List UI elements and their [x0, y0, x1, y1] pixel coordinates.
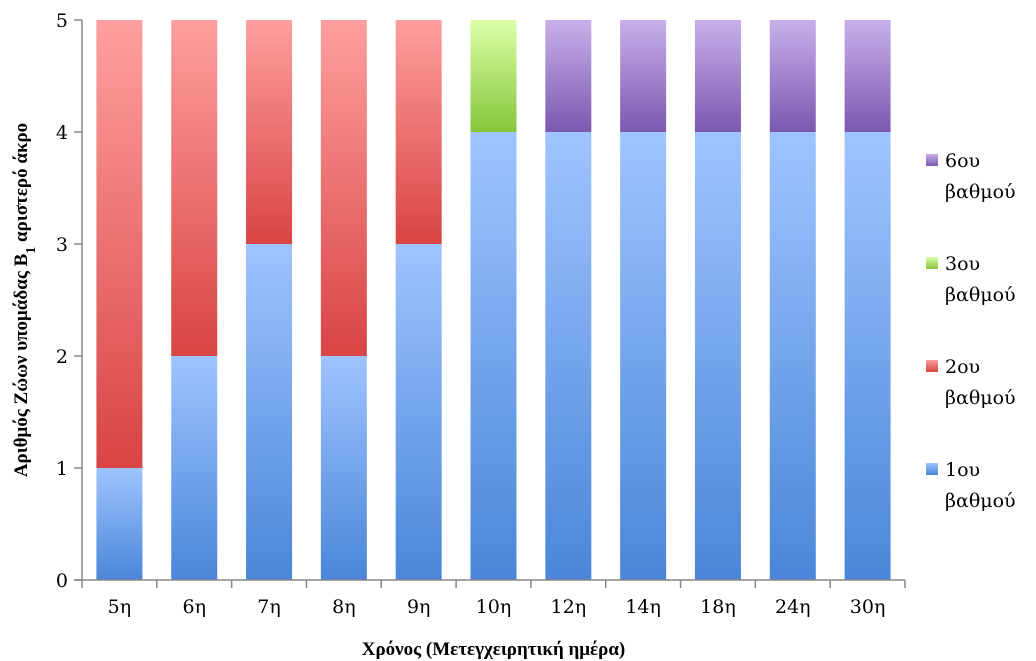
legend-label: βαθμού: [945, 490, 1016, 512]
legend-label: 3ου: [945, 253, 980, 275]
bar-segment: [246, 20, 293, 244]
bars-layer: [96, 20, 891, 580]
x-axis-title: Χρόνος (Μετεγχειρητική ημέρα): [362, 639, 626, 660]
y-axis-title-subscript: 1: [24, 247, 39, 254]
legend-swatch: [926, 154, 938, 166]
x-tick-label: 9η: [407, 596, 430, 618]
y-tick-label: 1: [56, 458, 68, 480]
legend-label: 6ου: [945, 150, 980, 172]
bar-segment: [694, 20, 741, 132]
bar-segment: [320, 20, 367, 356]
x-tick-label: 24η: [775, 596, 811, 618]
y-tick-label: 3: [56, 234, 68, 256]
legend-swatch: [926, 360, 938, 372]
x-tick-label: 7η: [257, 596, 280, 618]
y-tick-label: 5: [56, 10, 68, 32]
y-tick-label: 4: [56, 122, 68, 144]
x-tick-label: 5η: [108, 596, 131, 618]
y-axis-title: Αριθμός Ζώων υπομάδας Β1 αριστερό άκρο: [11, 123, 39, 477]
y-tick-label: 0: [56, 570, 68, 592]
bar-segment: [96, 20, 143, 468]
bar-segment: [694, 132, 741, 580]
legend-label: 2ου: [945, 356, 980, 378]
y-axis-title-tail: αριστερό άκρο: [11, 123, 32, 247]
legend-label: 1ου: [945, 459, 980, 481]
y-ticks-layer: 0 1 2 3 4 5: [56, 10, 82, 592]
x-tick-label: 14η: [625, 596, 661, 618]
x-tick-label: 18η: [700, 596, 736, 618]
bar-segment: [620, 20, 667, 132]
y-axis-title-main: Αριθμός Ζώων υπομάδας Β: [11, 253, 32, 477]
bar-segment: [470, 132, 517, 580]
bar-segment: [620, 132, 667, 580]
bar-segment: [844, 132, 891, 580]
bar-segment: [844, 20, 891, 132]
legend-swatch: [926, 463, 938, 475]
bar-segment: [395, 20, 442, 244]
legend-swatch: [926, 257, 938, 269]
bar-segment: [545, 132, 592, 580]
bar-segment: [395, 244, 442, 580]
y-tick-label: 2: [56, 346, 68, 368]
legend: 6ου βαθμού 3ου βαθμού 2ου βαθμού 1ου βαθμού: [926, 150, 1016, 512]
legend-label: βαθμού: [945, 181, 1016, 203]
bar-segment: [470, 20, 517, 132]
x-tick-label: 10η: [476, 596, 512, 618]
legend-label: βαθμού: [945, 387, 1016, 409]
bar-segment: [171, 20, 218, 356]
bar-segment: [545, 20, 592, 132]
bar-segment: [96, 468, 143, 580]
bar-segment: [246, 244, 293, 580]
x-tick-label: 30η: [850, 596, 886, 618]
x-ticks-layer: 5η 6η 7η 8η 9η 10η 12η 14η 18η 24η 30η: [81, 580, 906, 618]
bar-segment: [769, 20, 816, 132]
bar-segment: [769, 132, 816, 580]
legend-label: βαθμού: [945, 284, 1016, 306]
x-tick-label: 6η: [182, 596, 205, 618]
x-tick-label: 8η: [332, 596, 355, 618]
bar-segment: [171, 356, 218, 580]
bar-segment: [320, 356, 367, 580]
x-tick-label: 12η: [551, 596, 587, 618]
